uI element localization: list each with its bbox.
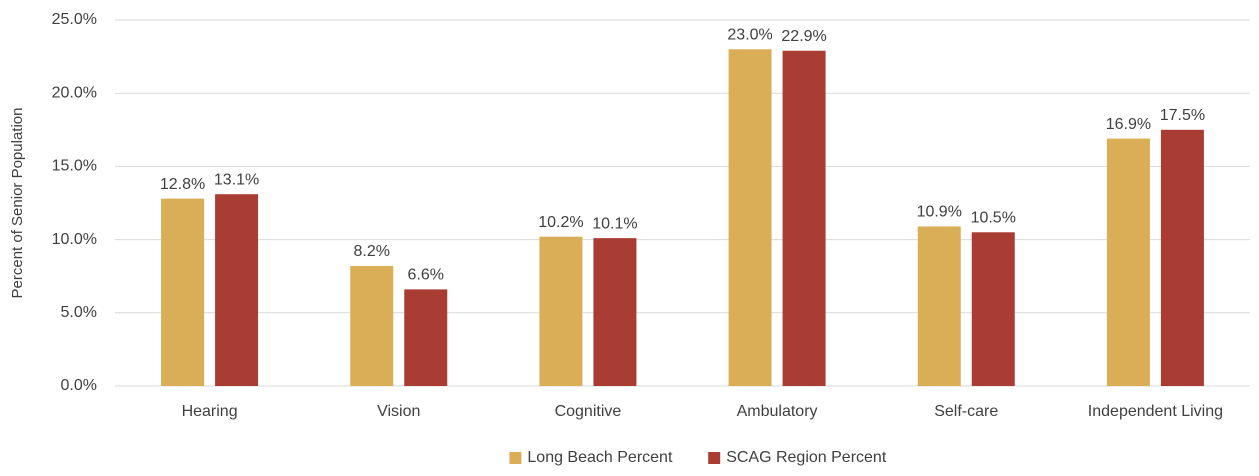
x-tick-label: Self-care [934, 403, 998, 420]
x-tick-label: Hearing [182, 403, 238, 420]
bar [215, 194, 259, 386]
data-label: 16.9% [1106, 116, 1151, 133]
legend-label: SCAG Region Percent [726, 449, 887, 466]
data-label: 10.1% [592, 215, 637, 232]
bar [161, 198, 205, 386]
legend-swatch [509, 452, 522, 464]
data-label: 12.8% [160, 176, 205, 193]
y-tick-label: 10.0% [52, 231, 97, 248]
legend-swatch [708, 452, 721, 464]
legend-label: Long Beach Percent [527, 449, 673, 466]
data-label: 13.1% [214, 171, 259, 188]
bar [1160, 129, 1204, 387]
bar [782, 50, 826, 387]
data-label: 17.5% [1160, 107, 1205, 124]
data-label: 10.5% [971, 209, 1016, 226]
y-tick-label: 5.0% [61, 304, 97, 321]
bar [728, 49, 772, 386]
x-tick-label: Independent Living [1088, 403, 1223, 420]
bar [539, 236, 583, 386]
y-axis-label: Percent of Senior Population [9, 108, 26, 299]
bar [1106, 138, 1150, 386]
bar [593, 238, 637, 386]
data-label: 6.6% [408, 267, 444, 284]
bar [350, 265, 394, 386]
y-tick-label: 0.0% [61, 377, 97, 394]
data-label: 8.2% [354, 243, 390, 260]
bar [971, 232, 1015, 386]
x-tick-label: Vision [377, 403, 420, 420]
y-tick-label: 20.0% [52, 84, 97, 101]
data-label: 23.0% [727, 26, 772, 43]
data-label: 22.9% [781, 28, 826, 45]
x-tick-label: Cognitive [555, 403, 622, 420]
data-label: 10.9% [917, 204, 962, 221]
x-tick-label: Ambulatory [737, 403, 818, 420]
y-tick-label: 25.0% [52, 11, 97, 28]
data-label: 10.2% [538, 214, 583, 231]
bar [917, 226, 961, 386]
bar [404, 289, 448, 386]
y-tick-label: 15.0% [52, 158, 97, 175]
